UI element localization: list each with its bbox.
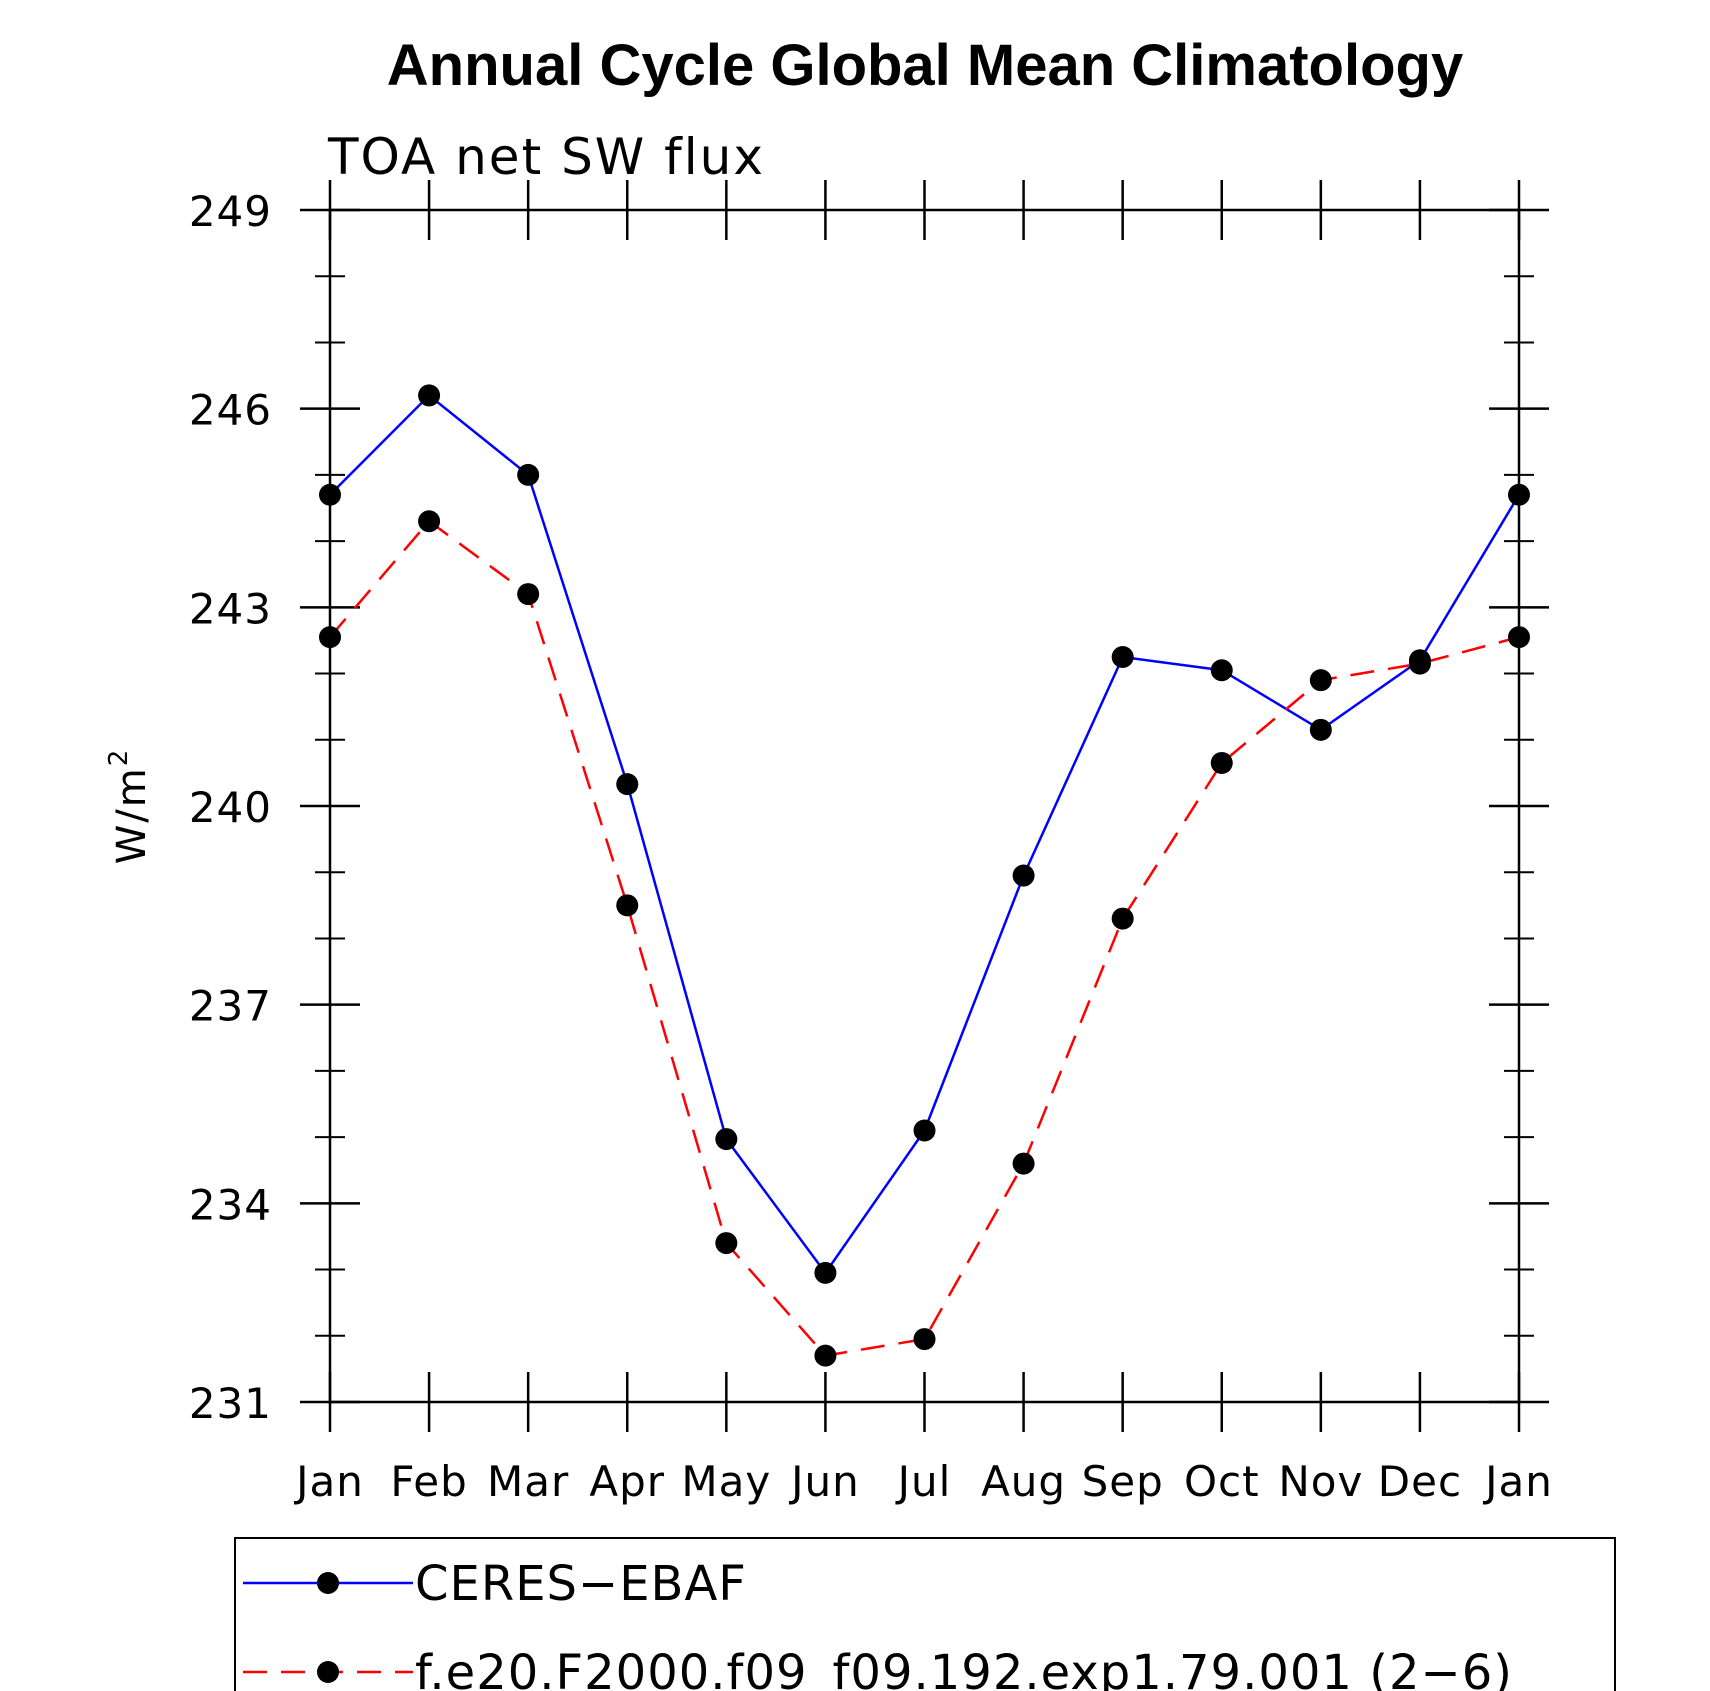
x-tick-label: Oct (1184, 1457, 1260, 1506)
x-tick-labels: Jan Feb Mar Apr May Jun Jul Aug Sep Oct Nov Dec Jan (293, 1457, 1553, 1506)
series-1-point (517, 583, 540, 606)
series-1-point (1408, 652, 1431, 675)
series-line-1 (329, 519, 1520, 1357)
series-0-point (715, 1128, 738, 1151)
legend-label-1: f.e20.F2000.f09_f09.192.exp1.79.001 (2−6… (415, 1645, 1513, 1691)
chart-subtitle: TOA net SW flux (327, 128, 765, 186)
series-0-point (1012, 864, 1035, 887)
x-tick-label: Jun (788, 1457, 860, 1506)
x-tick-label: Jan (1482, 1457, 1553, 1506)
series-1-point (715, 1232, 738, 1255)
series-1-point (1111, 907, 1134, 930)
x-tick-label: Nov (1278, 1457, 1363, 1506)
series-1-point (814, 1344, 837, 1367)
x-tick-label: Feb (390, 1457, 467, 1506)
series-0-point (616, 773, 639, 796)
series-0-point (418, 384, 441, 407)
legend-box (234, 1537, 1616, 1691)
legend-item-0: CERES−EBAF (243, 1556, 747, 1612)
series-1-point (1309, 669, 1332, 692)
legend-marker-0 (317, 1572, 339, 1594)
series-0-point (814, 1261, 837, 1284)
legend-marker-1 (317, 1661, 339, 1683)
series-0-point (1111, 646, 1134, 668)
axis-ticks (300, 180, 1549, 1432)
x-tick-label: Apr (589, 1457, 665, 1506)
series-1-point (1012, 1152, 1035, 1175)
y-tick-label: 237 (189, 982, 272, 1031)
series-0-point (913, 1119, 936, 1142)
series-1-point (616, 894, 639, 917)
x-tick-label: Aug (981, 1457, 1066, 1506)
y-axis-label-sup: 2 (104, 748, 134, 767)
series-layer (319, 384, 1530, 1367)
x-tick-label: Jan (293, 1457, 364, 1506)
x-tick-label: May (681, 1457, 771, 1506)
series-0-point (517, 463, 540, 486)
legend-item-1: f.e20.F2000.f09_f09.192.exp1.79.001 (2−6… (243, 1645, 1513, 1691)
series-1-point (1210, 751, 1233, 774)
series-0-point (319, 483, 341, 506)
series-1-point (418, 510, 441, 533)
y-axis-label-text: W/m (109, 766, 155, 864)
series-1-point (913, 1328, 936, 1351)
y-tick-label: 243 (189, 584, 272, 633)
y-tick-label: 246 (189, 386, 272, 435)
y-tick-label: 231 (189, 1379, 272, 1428)
series-0-point (1508, 483, 1530, 506)
x-tick-label: Dec (1378, 1457, 1462, 1506)
y-tick-label: 249 (189, 187, 272, 236)
legend-label-0: CERES−EBAF (415, 1556, 747, 1612)
y-axis-label: W/m2 (104, 748, 155, 865)
y-tick-labels: 231 234 237 240 243 246 249 (189, 187, 272, 1428)
y-tick-label: 240 (189, 783, 272, 832)
series-1-point (1508, 626, 1530, 649)
chart-title: Annual Cycle Global Mean Climatology (387, 33, 1463, 98)
x-tick-label: Sep (1082, 1457, 1164, 1506)
series-1-point (319, 626, 341, 649)
x-tick-label: Jul (895, 1457, 952, 1506)
x-tick-label: Mar (487, 1457, 569, 1506)
y-tick-label: 234 (189, 1180, 272, 1229)
series-0-point (1309, 718, 1332, 741)
series-0-point (1210, 659, 1233, 682)
plot-frame (328, 208, 1521, 1404)
